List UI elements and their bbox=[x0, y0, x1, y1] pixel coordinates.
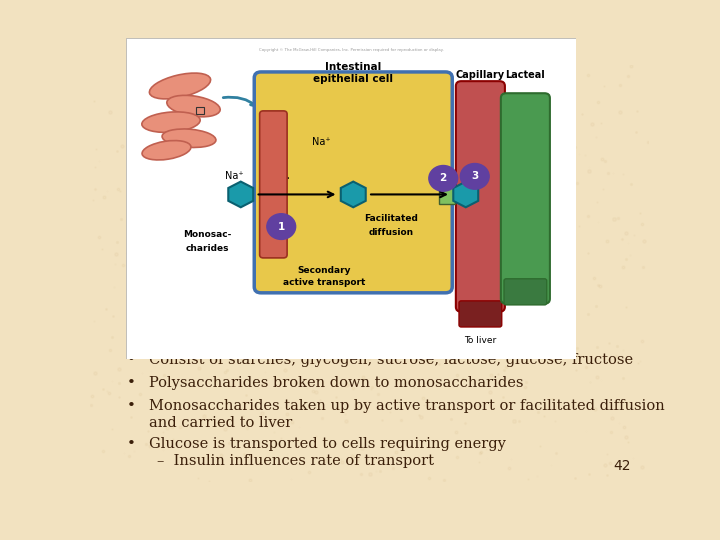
Text: 3: 3 bbox=[471, 171, 478, 181]
Text: –  Insulin influences rate of transport: – Insulin influences rate of transport bbox=[157, 454, 434, 468]
FancyBboxPatch shape bbox=[501, 93, 550, 303]
Text: •: • bbox=[126, 376, 135, 390]
Text: Monosac-: Monosac- bbox=[183, 230, 231, 239]
Circle shape bbox=[429, 166, 458, 191]
Text: Glucose is transported to cells requiring energy: Glucose is transported to cells requirin… bbox=[148, 437, 505, 451]
Text: diffusion: diffusion bbox=[369, 228, 414, 237]
Circle shape bbox=[460, 164, 489, 189]
Ellipse shape bbox=[167, 96, 220, 117]
Polygon shape bbox=[454, 181, 478, 207]
Text: 2: 2 bbox=[440, 173, 447, 184]
FancyBboxPatch shape bbox=[260, 111, 287, 258]
FancyBboxPatch shape bbox=[126, 38, 576, 359]
Text: •: • bbox=[126, 399, 135, 413]
Text: charides: charides bbox=[185, 244, 229, 253]
Text: Intestinal: Intestinal bbox=[325, 62, 382, 72]
Ellipse shape bbox=[162, 129, 216, 147]
FancyBboxPatch shape bbox=[504, 279, 546, 305]
Text: •: • bbox=[126, 437, 135, 451]
Text: Na⁺: Na⁺ bbox=[225, 171, 243, 181]
Bar bbox=[196, 107, 204, 114]
Text: Facilitated: Facilitated bbox=[364, 214, 418, 223]
Text: To liver: To liver bbox=[464, 336, 496, 345]
FancyBboxPatch shape bbox=[459, 301, 502, 327]
Text: Copyright © The McGraw-Hill Companies, Inc. Permission required for reproduction: Copyright © The McGraw-Hill Companies, I… bbox=[258, 48, 444, 52]
Text: Lacteal: Lacteal bbox=[505, 70, 545, 80]
Text: 42: 42 bbox=[613, 459, 631, 473]
Bar bbox=[438, 184, 454, 205]
Ellipse shape bbox=[150, 73, 210, 99]
Text: epithelial cell: epithelial cell bbox=[313, 74, 393, 84]
Text: Polysaccharides broken down to monosaccharides: Polysaccharides broken down to monosacch… bbox=[148, 376, 523, 390]
Text: Secondary: Secondary bbox=[297, 266, 351, 275]
FancyBboxPatch shape bbox=[254, 72, 452, 293]
Ellipse shape bbox=[142, 140, 191, 160]
Text: 1: 1 bbox=[278, 221, 285, 232]
Text: active transport: active transport bbox=[283, 278, 365, 287]
Ellipse shape bbox=[142, 112, 200, 132]
Text: and carried to liver: and carried to liver bbox=[148, 416, 292, 430]
FancyBboxPatch shape bbox=[456, 81, 505, 312]
Text: Consist of starches, glycogen, sucrose, lactose, glucose, fructose: Consist of starches, glycogen, sucrose, … bbox=[148, 353, 633, 367]
Text: Carbohydrates: Carbohydrates bbox=[223, 79, 515, 117]
Circle shape bbox=[267, 214, 296, 239]
Text: •: • bbox=[126, 353, 135, 367]
Text: Capillary: Capillary bbox=[456, 70, 505, 80]
Polygon shape bbox=[341, 181, 366, 207]
Text: Na⁺: Na⁺ bbox=[312, 137, 331, 147]
Polygon shape bbox=[228, 181, 253, 207]
Text: Monosaccharides taken up by active transport or facilitated diffusion: Monosaccharides taken up by active trans… bbox=[148, 399, 665, 413]
